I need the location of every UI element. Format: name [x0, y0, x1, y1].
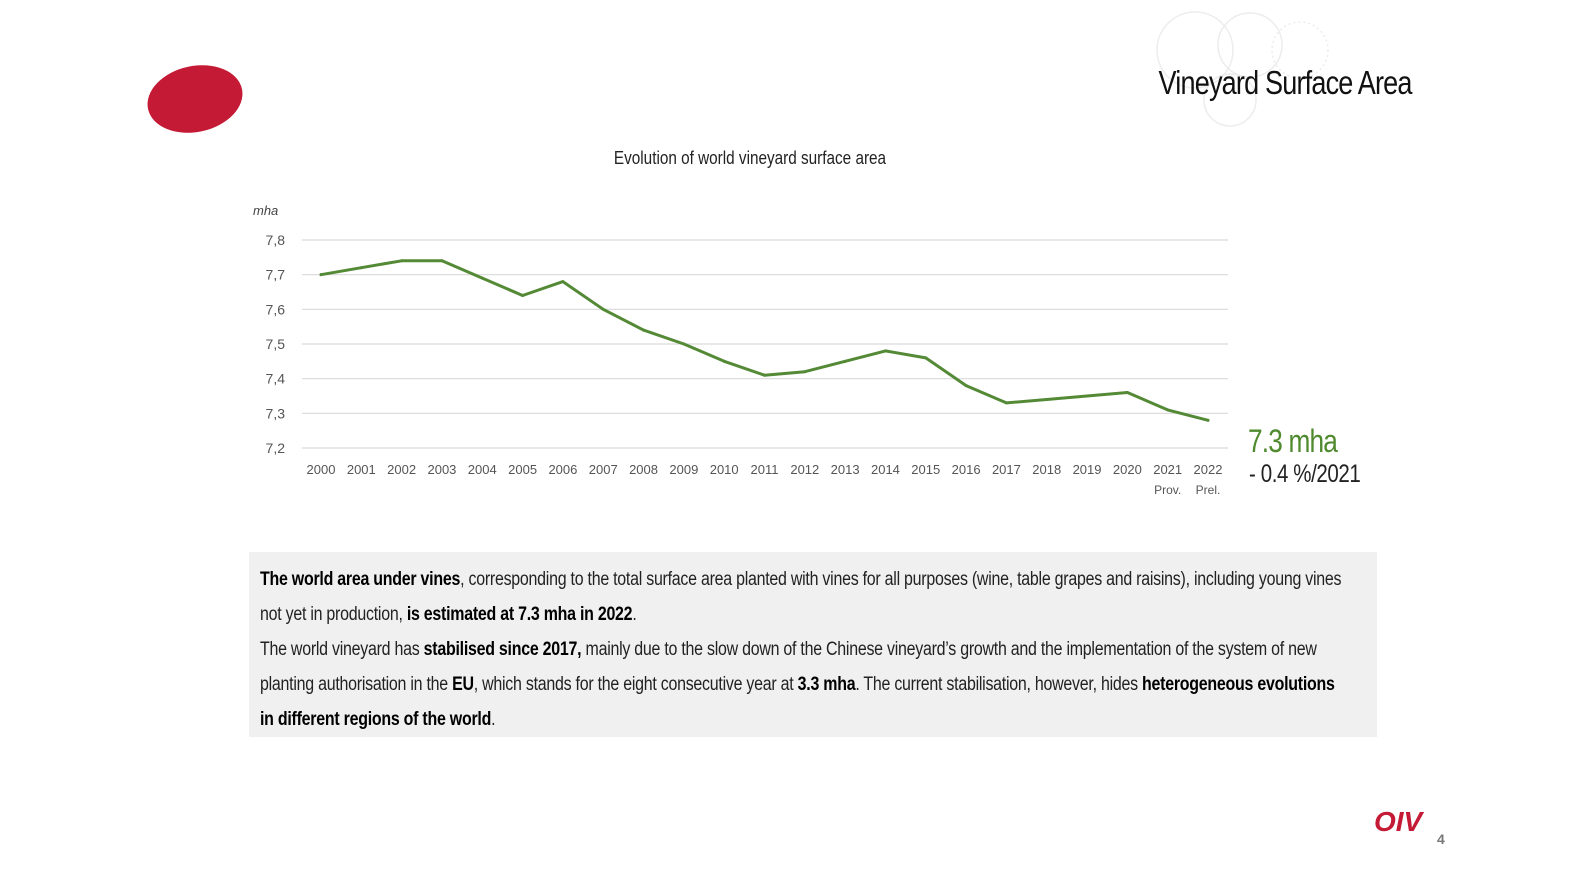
- x-tick-label: 2017: [992, 462, 1021, 477]
- y-tick-label: 7,5: [266, 336, 286, 352]
- data-point: [561, 280, 565, 284]
- info-text-run: mainly due to the slow down of the Chine…: [260, 639, 1317, 695]
- x-tick-sublabel: Prov.: [1154, 483, 1181, 497]
- x-tick-label: 2003: [427, 462, 456, 477]
- x-tick-label: 2011: [751, 462, 779, 477]
- data-point: [1166, 408, 1170, 412]
- x-tick-label: 2002: [387, 462, 416, 477]
- x-tick-label: 2019: [1073, 462, 1102, 477]
- x-tick-label: 2020: [1113, 462, 1142, 477]
- line-chart: mha 7,2 7,3 7,4 7,5 7,6 7,7 7,8 2000 2001 2002 2003…: [253, 203, 1228, 497]
- x-tick-sublabel: Prel.: [1196, 483, 1221, 497]
- data-point: [682, 342, 686, 346]
- info-text-run: .: [491, 709, 496, 730]
- x-tick-label: 2015: [911, 462, 940, 477]
- summary-change: - 0.4 %/2021: [1249, 460, 1361, 488]
- data-point: [763, 373, 766, 377]
- slide-title: Vineyard Surface Area: [1158, 64, 1413, 101]
- x-tick-label: 2009: [669, 462, 698, 477]
- info-bold: The world area under vines: [260, 569, 461, 590]
- info-bold: is estimated at 7.3 mha in 2022: [406, 604, 633, 625]
- summary-value: 7.3 mha: [1248, 423, 1338, 459]
- x-tick-label: 2001: [347, 462, 376, 477]
- data-point: [1085, 394, 1089, 398]
- info-bold: stabilised since 2017,: [423, 639, 582, 660]
- x-tick-label: 2005: [508, 462, 537, 477]
- data-point: [722, 359, 726, 363]
- x-tick-label: 2021: [1153, 462, 1182, 477]
- data-point: [883, 349, 887, 353]
- y-axis-unit-label: mha: [253, 203, 278, 218]
- info-text-run: , which stands for the eight consecutive…: [473, 674, 798, 695]
- info-bold: EU: [452, 674, 474, 695]
- info-text-run: The world vineyard has: [260, 639, 424, 660]
- info-text-run: , corresponding to the total surface are…: [260, 569, 1342, 625]
- x-tick-label: 2007: [589, 462, 618, 477]
- data-point: [359, 266, 363, 270]
- data-point: [843, 359, 847, 363]
- info-box: The world area under vines, correspondin…: [249, 552, 1377, 737]
- y-tick-label: 7,2: [266, 440, 286, 456]
- x-tick-label: 2000: [307, 462, 336, 477]
- data-point: [601, 307, 605, 311]
- data-point: [1045, 397, 1049, 401]
- data-point: [400, 259, 404, 263]
- y-tick-label: 7,7: [266, 267, 286, 283]
- series-line: [319, 259, 1210, 422]
- data-point: [521, 293, 525, 297]
- x-tick-label: 2010: [710, 462, 739, 477]
- y-tick-label: 7,8: [266, 232, 286, 248]
- page-number: 4: [1437, 831, 1445, 847]
- info-text-run: . The current stabilisation, however, hi…: [855, 674, 1143, 695]
- data-point: [924, 356, 928, 360]
- x-tick-label: 2018: [1032, 462, 1061, 477]
- data-point: [319, 273, 323, 277]
- x-tick-label: 2013: [831, 462, 860, 477]
- x-tick-label: 2008: [629, 462, 658, 477]
- info-text-run: .: [632, 604, 637, 625]
- x-tick-label: 2022: [1194, 462, 1223, 477]
- data-point: [642, 328, 646, 332]
- x-tick-label: 2004: [468, 462, 497, 477]
- data-point: [440, 259, 444, 263]
- info-text: The world area under vines, correspondin…: [260, 562, 1344, 737]
- data-point: [803, 370, 807, 374]
- y-tick-label: 7,3: [266, 405, 286, 421]
- x-tick-label: 2016: [952, 462, 981, 477]
- info-bold: heterogeneous evolutions in different re…: [260, 674, 1335, 730]
- data-point: [964, 384, 968, 388]
- oiv-logo-text: OIV: [1374, 806, 1423, 837]
- data-point: [1206, 418, 1210, 422]
- watermark-graphic: [1156, 11, 1329, 127]
- y-tick-label: 7,4: [266, 371, 286, 387]
- data-point: [1125, 391, 1129, 395]
- x-tick-label: 2006: [548, 462, 577, 477]
- data-point: [480, 276, 484, 280]
- info-bold: 3.3 mha: [797, 674, 856, 695]
- data-point: [1004, 401, 1008, 405]
- chart-title: Evolution of world vineyard surface area: [613, 148, 887, 168]
- x-tick-label: 2012: [790, 462, 819, 477]
- y-tick-label: 7,6: [266, 301, 286, 317]
- x-tick-label: 2014: [871, 462, 900, 477]
